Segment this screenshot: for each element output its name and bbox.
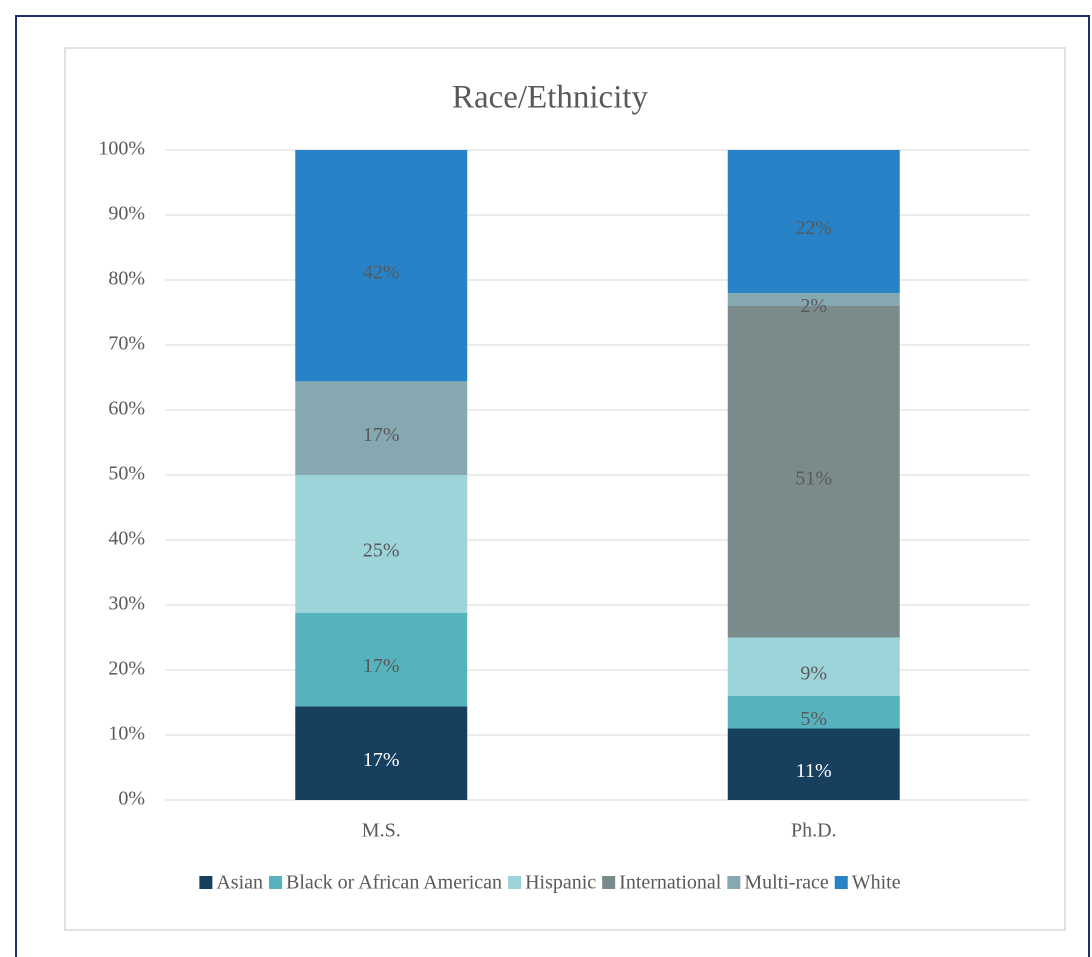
legend-label: Multi-race [744, 872, 829, 894]
data-label: 2% [800, 295, 827, 317]
legend-label: Black or African American [286, 872, 502, 894]
chart-title: Race/Ethnicity [452, 80, 649, 116]
data-label: 9% [800, 662, 827, 684]
x-tick-label: Ph.D. [791, 820, 837, 842]
bar-segment [727, 293, 900, 306]
legend-swatch [199, 876, 213, 889]
legend-swatch [269, 876, 283, 889]
y-tick-label: 40% [108, 528, 145, 550]
data-label: 42% [363, 261, 400, 283]
bar-segment [727, 728, 900, 800]
bar-segment [295, 475, 468, 613]
data-label: 51% [795, 467, 832, 489]
legend-swatch [727, 876, 741, 889]
y-tick-label: 0% [118, 788, 145, 810]
data-label: 17% [363, 655, 400, 677]
y-tick-label: 50% [108, 463, 145, 485]
y-tick-label: 80% [108, 268, 145, 290]
chart-area [64, 47, 1066, 931]
bar-segment [295, 381, 468, 475]
y-tick-label: 10% [108, 723, 145, 745]
bar-segment [295, 612, 468, 707]
y-tick-label: 70% [108, 333, 145, 355]
data-label: 11% [796, 760, 832, 782]
bar-segment [295, 150, 468, 382]
legend-label: International [619, 872, 722, 894]
legend-label: Hispanic [525, 872, 596, 894]
y-tick-label: 60% [108, 398, 145, 420]
x-tick-label: M.S. [362, 820, 401, 842]
y-tick-label: 100% [98, 138, 145, 160]
legend-swatch [602, 876, 616, 889]
outer-frame [15, 15, 1090, 957]
bar-segment [727, 306, 900, 638]
legend-label: White [852, 872, 901, 894]
legend-swatch [508, 876, 522, 889]
data-label: 5% [800, 708, 827, 730]
data-label: 22% [795, 217, 832, 239]
data-label: 17% [363, 749, 400, 771]
bar-segment [727, 637, 900, 696]
y-tick-label: 20% [108, 658, 145, 680]
data-label: 25% [363, 539, 400, 561]
bar-segment [727, 696, 900, 729]
legend-swatch [834, 876, 848, 889]
legend-label: Asian [216, 872, 263, 894]
data-label: 17% [363, 424, 400, 446]
y-tick-label: 30% [108, 593, 145, 615]
y-tick-label: 90% [108, 203, 145, 225]
bar-segment [727, 150, 900, 293]
bar-segment [295, 706, 468, 800]
